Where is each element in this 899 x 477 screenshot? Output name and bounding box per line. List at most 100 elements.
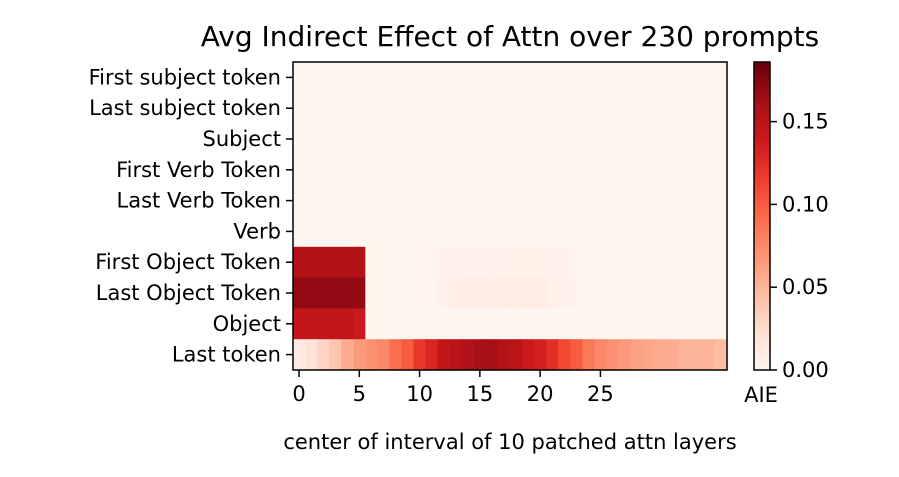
heatmap-cell xyxy=(582,154,595,186)
heatmap-cell xyxy=(437,277,451,309)
heatmap-cell xyxy=(497,339,511,371)
heatmap-cell xyxy=(461,246,475,279)
heatmap-cell xyxy=(497,308,511,340)
heatmap-cell xyxy=(522,123,535,155)
heatmap-cell xyxy=(377,62,391,94)
heatmap-cell xyxy=(702,92,716,125)
heatmap-cell xyxy=(678,308,692,340)
heatmap-cell xyxy=(642,308,656,340)
heatmap-cell xyxy=(377,216,391,248)
heatmap-cell xyxy=(461,123,475,155)
heatmap-cell xyxy=(702,277,716,309)
x-axis-ticks: 0 5 10 15 20 25 xyxy=(292,370,614,406)
heatmap-cell xyxy=(570,185,583,217)
heatmap-cell xyxy=(497,185,511,217)
heatmap-cell xyxy=(497,62,511,94)
heatmap-cell xyxy=(606,308,620,340)
heatmap-cell xyxy=(317,62,330,94)
heatmap-cell xyxy=(534,92,547,125)
heatmap-cell xyxy=(510,154,523,186)
heatmap-cell xyxy=(582,216,595,248)
heatmap-cell xyxy=(546,308,559,340)
heatmap-cell xyxy=(341,246,354,279)
plot-frame xyxy=(292,61,728,371)
heatmap-cell xyxy=(413,308,427,340)
heatmap-cell xyxy=(594,92,608,125)
heatmap-cell xyxy=(678,123,692,155)
heatmap-cell xyxy=(522,308,535,340)
heatmap-cell xyxy=(510,185,523,217)
heatmap-cell xyxy=(425,308,439,340)
heatmap-cell xyxy=(377,185,391,217)
heatmap-cell xyxy=(606,277,620,309)
heatmap-cell xyxy=(618,185,632,217)
heatmap-cell xyxy=(522,92,535,125)
heatmap-cell xyxy=(317,277,330,309)
heatmap-cell xyxy=(329,185,342,217)
heatmap-cell xyxy=(606,339,620,371)
heatmap-cells xyxy=(293,62,728,371)
heatmap-cell xyxy=(594,62,608,94)
heatmap-cell xyxy=(473,62,487,94)
colorbar-label: AIE xyxy=(744,383,778,407)
heatmap-cell xyxy=(437,92,451,125)
heatmap-cell xyxy=(413,62,427,94)
x-tick-label: 10 xyxy=(406,382,433,406)
heatmap-cell xyxy=(293,277,306,309)
heatmap-cell xyxy=(510,246,523,279)
heatmap-cell xyxy=(510,339,523,371)
heatmap-cell xyxy=(642,277,656,309)
heatmap-cell xyxy=(606,154,620,186)
heatmap-cell xyxy=(654,246,668,279)
heatmap-cell xyxy=(510,277,523,309)
heatmap-cell xyxy=(305,185,318,217)
heatmap-cell xyxy=(558,277,571,309)
x-tick-label: 0 xyxy=(292,382,305,406)
row-label: First Object Token xyxy=(95,250,281,274)
heatmap-cell xyxy=(534,246,547,279)
heatmap-cell xyxy=(425,216,439,248)
chart-title: Avg Indirect Effect of Attn over 230 pro… xyxy=(201,20,819,53)
heatmap-cell xyxy=(389,123,403,155)
heatmap-cell xyxy=(714,154,728,186)
heatmap-cell xyxy=(305,123,318,155)
heatmap-cell xyxy=(365,277,378,309)
heatmap-cell xyxy=(510,308,523,340)
heatmap-cell xyxy=(317,339,330,371)
heatmap-cell xyxy=(293,62,306,94)
heatmap-cell xyxy=(714,308,728,340)
heatmap-cell xyxy=(558,62,571,94)
heatmap-cell xyxy=(666,62,680,94)
heatmap-cell xyxy=(485,216,499,248)
heatmap-cell xyxy=(305,277,318,309)
heatmap-cell xyxy=(534,154,547,186)
heatmap-cell xyxy=(630,246,644,279)
heatmap-cell xyxy=(558,339,571,371)
heatmap-cell xyxy=(522,185,535,217)
heatmap-cell xyxy=(690,216,704,248)
heatmap-cell xyxy=(377,308,391,340)
heatmap-cell xyxy=(510,123,523,155)
heatmap-cell xyxy=(401,62,415,94)
heatmap-cell xyxy=(497,92,511,125)
heatmap-cell xyxy=(702,216,716,248)
heatmap-cell xyxy=(449,308,463,340)
heatmap-cell xyxy=(389,216,403,248)
heatmap-cell xyxy=(678,339,692,371)
heatmap-cell xyxy=(558,123,571,155)
row-label: Subject xyxy=(202,127,281,151)
heatmap-cell xyxy=(413,246,427,279)
heatmap-cell xyxy=(485,246,499,279)
heatmap-cell xyxy=(449,123,463,155)
heatmap-cell xyxy=(570,246,583,279)
heatmap-cell xyxy=(401,216,415,248)
heatmap-cell xyxy=(714,277,728,309)
heatmap-cell xyxy=(690,339,704,371)
heatmap-cell xyxy=(413,154,427,186)
heatmap-cell xyxy=(546,154,559,186)
heatmap-cell xyxy=(401,339,415,371)
heatmap-cell xyxy=(353,62,366,94)
heatmap-cell xyxy=(666,308,680,340)
heatmap-cell xyxy=(317,246,330,279)
heatmap-cell xyxy=(305,308,318,340)
